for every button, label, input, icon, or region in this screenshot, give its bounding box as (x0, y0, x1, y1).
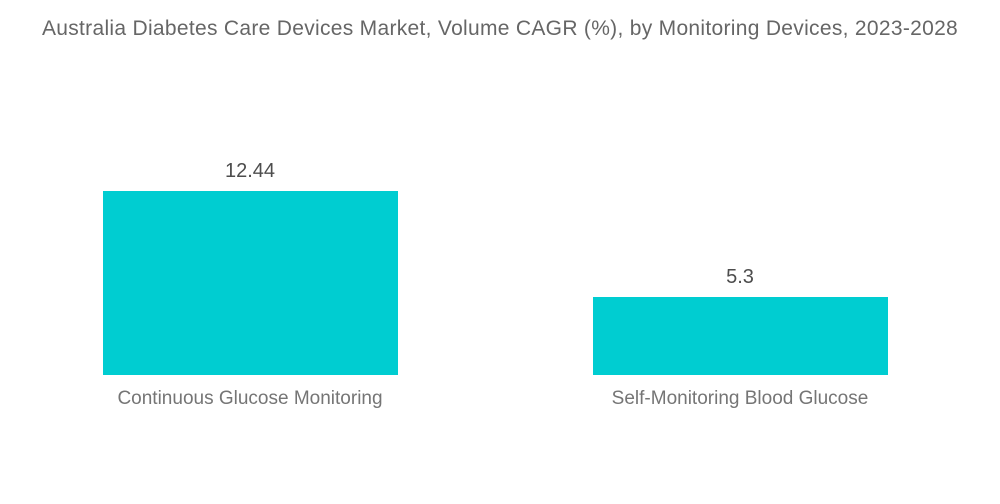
plot-area: 12.44 Continuous Glucose Monitoring 5.3 Sel… (5, 120, 985, 410)
category-label: Self-Monitoring Blood Glucose (611, 388, 869, 409)
bar (102, 191, 398, 375)
bar-group: 5.3 Self-Monitoring Blood Glucose (495, 266, 985, 410)
chart-title: Australia Diabetes Care Devices Market, … (41, 17, 959, 40)
bar-value-label: 12.44 (224, 160, 276, 182)
category-label: Continuous Glucose Monitoring (117, 388, 383, 409)
bar-value-label: 5.3 (726, 266, 754, 288)
bar-group: 12.44 Continuous Glucose Monitoring (5, 160, 495, 410)
bar (592, 297, 888, 375)
